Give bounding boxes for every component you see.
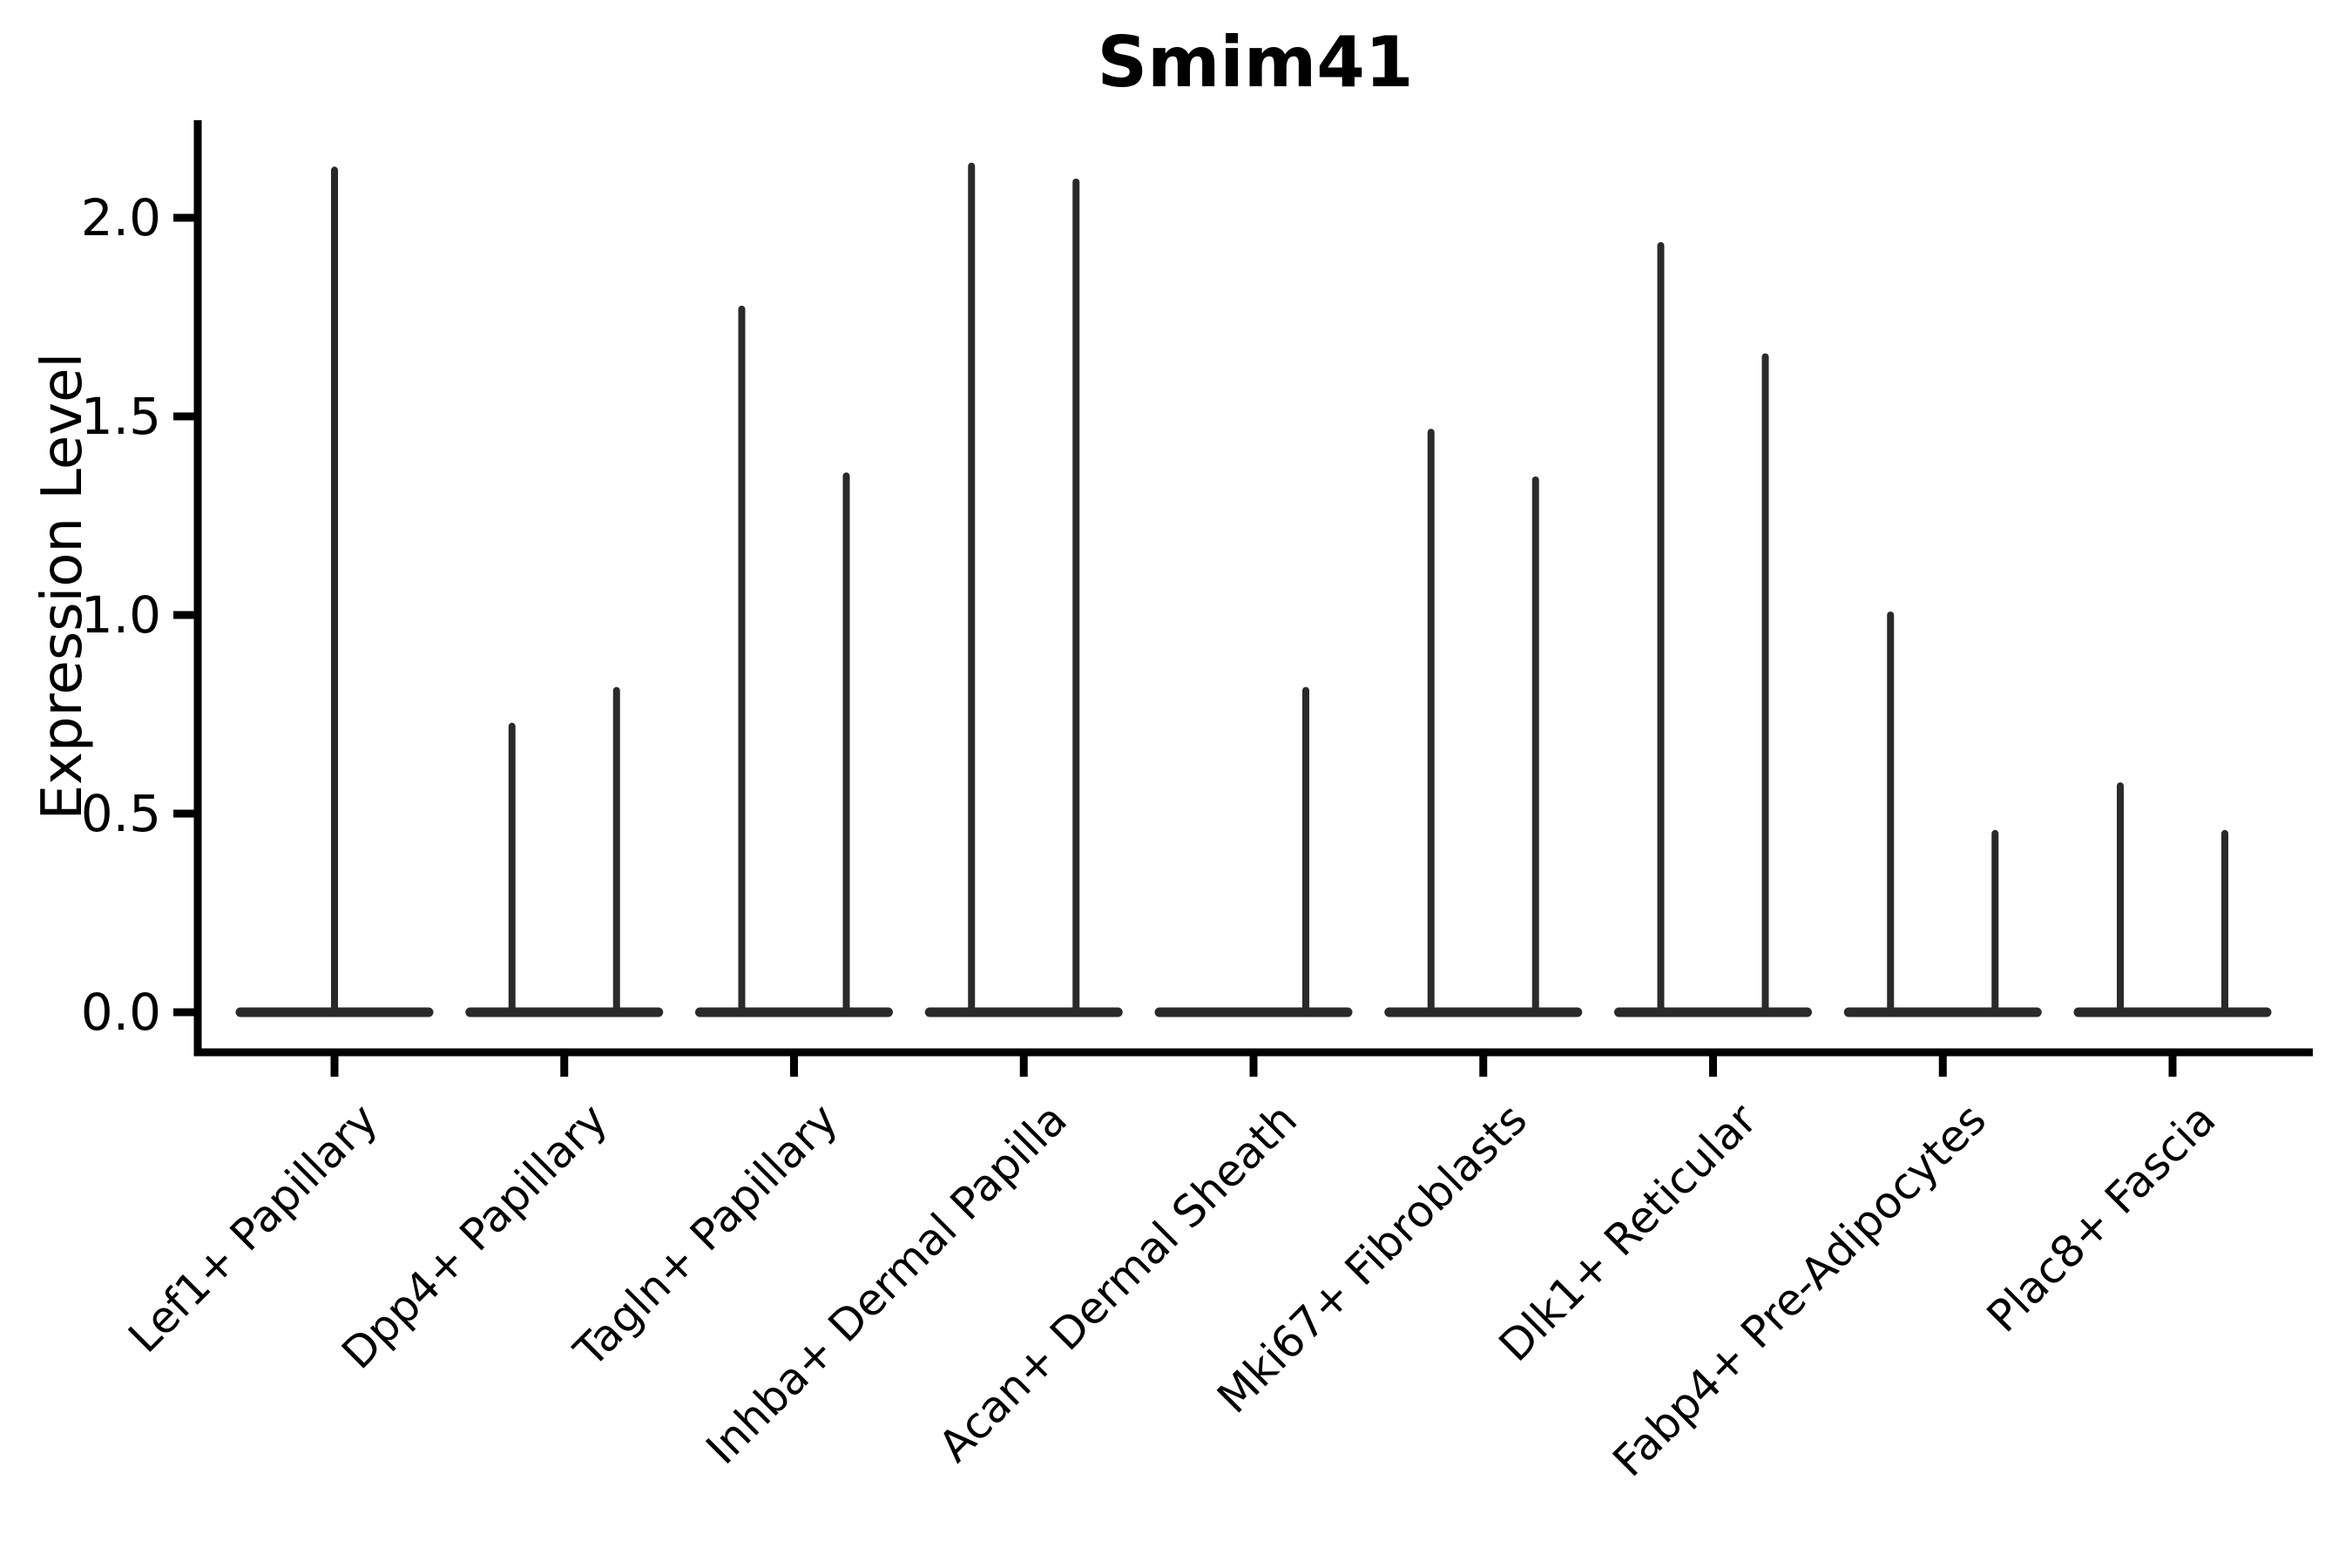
y-tick-label: 0.5 bbox=[80, 784, 161, 843]
y-tick-label: 1.0 bbox=[80, 585, 161, 645]
y-tick-label: 1.5 bbox=[80, 387, 161, 446]
chart-title: Smim41 bbox=[1097, 22, 1414, 103]
y-tick-label: 2.0 bbox=[80, 188, 161, 247]
y-tick-label: 0.0 bbox=[80, 983, 161, 1042]
